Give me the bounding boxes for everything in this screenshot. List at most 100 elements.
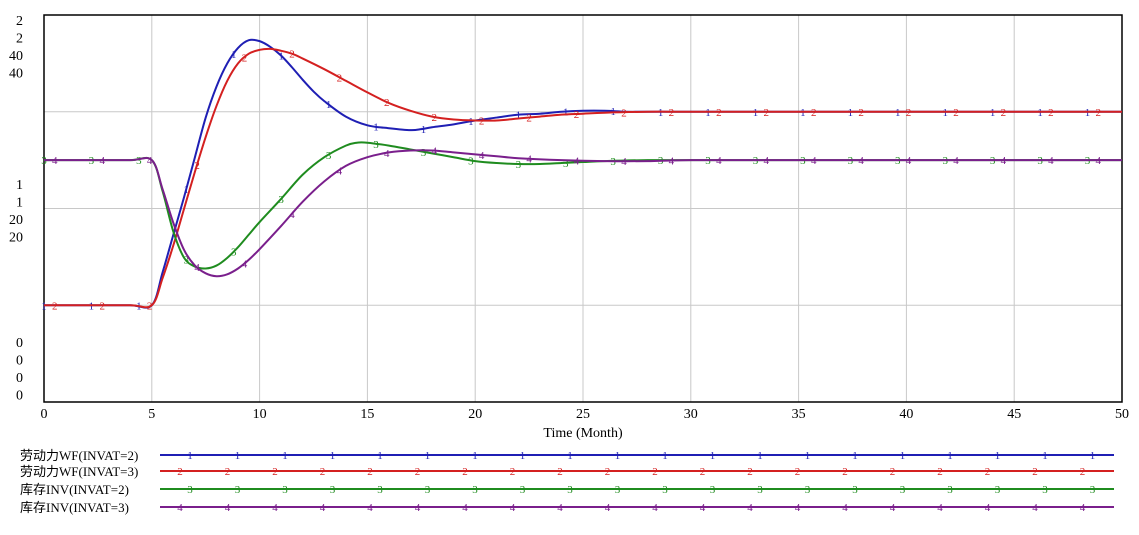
series-marker: 2: [1048, 107, 1054, 119]
legend-marker: 3: [852, 484, 858, 496]
x-tick-label: 10: [253, 407, 267, 422]
legend-marker: 2: [225, 466, 231, 478]
legend-marker: 1: [947, 450, 953, 462]
series-marker: 2: [479, 115, 485, 127]
legend-marker: 4: [605, 502, 611, 514]
legend-marker: 4: [937, 502, 943, 514]
series-marker: 2: [858, 107, 864, 119]
legend-marker: 1: [900, 450, 906, 462]
legend-marker: 2: [605, 466, 611, 478]
series-marker: 4: [764, 155, 770, 167]
legend-marker: 2: [1080, 466, 1086, 478]
series-marker: 2: [526, 113, 532, 125]
legend-marker: 3: [1090, 484, 1096, 496]
series-marker: 2: [337, 72, 343, 84]
y-axis-label: 2: [16, 32, 23, 47]
series-marker: 2: [1096, 107, 1102, 119]
series-marker: 4: [906, 155, 912, 167]
x-tick-label: 15: [360, 407, 374, 422]
series-marker: 4: [716, 155, 722, 167]
legend-marker: 4: [225, 502, 231, 514]
legend-marker: 4: [1080, 502, 1086, 514]
series-marker: 2: [669, 107, 675, 119]
legend-marker: 2: [320, 466, 326, 478]
x-tick-label: 40: [899, 407, 913, 422]
x-axis-ticks: 0 5 10 15 20 25 30 35 40 45 50: [41, 407, 1130, 422]
series-marker: 1: [326, 99, 332, 111]
legend-marker: 3: [1042, 484, 1048, 496]
y-axis-label: 20: [9, 231, 23, 246]
y-axis-label: 0: [16, 371, 23, 386]
legend-marker: 1: [852, 450, 858, 462]
legend-marker: 2: [890, 466, 896, 478]
legend-marker: 1: [1090, 450, 1096, 462]
legend-marker: 2: [700, 466, 706, 478]
legend-marker: 4: [272, 502, 278, 514]
legend-marker: 4: [700, 502, 706, 514]
series-marker: 3: [753, 155, 759, 167]
y-axis-label: 40: [9, 49, 23, 64]
series-marker: 2: [289, 49, 295, 61]
x-axis-title: Time (Month): [543, 426, 623, 441]
legend-marker: 4: [415, 502, 421, 514]
series-marker: 1: [184, 184, 190, 196]
series-marker: 3: [136, 155, 142, 167]
series-marker: 1: [468, 116, 474, 128]
legend-marker: 2: [985, 466, 991, 478]
legend-marker: 4: [320, 502, 326, 514]
series-marker: 3: [468, 155, 474, 167]
series-line: [44, 149, 1122, 278]
series-marker: 1: [421, 124, 427, 136]
legend-marker: 1: [330, 450, 336, 462]
y-axis-label: 1: [16, 196, 23, 211]
series-marker: 4: [1096, 155, 1102, 167]
series-marker: 2: [431, 112, 437, 124]
series-marker: 2: [621, 107, 627, 119]
legend-marker: 4: [1032, 502, 1038, 514]
legend-marker: 1: [187, 450, 193, 462]
legend-marker: 3: [900, 484, 906, 496]
series-marker: 4: [384, 148, 390, 160]
grid: [44, 15, 1122, 402]
legend-marker: 1: [662, 450, 668, 462]
series-marker: 3: [231, 246, 237, 258]
legend-marker: 2: [557, 466, 563, 478]
legend-marker: 3: [567, 484, 573, 496]
series-marker: 2: [953, 107, 959, 119]
series-marker: 3: [373, 139, 379, 151]
series-marker: 4: [574, 155, 580, 167]
series-marker: 1: [563, 107, 569, 119]
y-axis-label: 40: [9, 67, 23, 82]
legend-marker: 2: [795, 466, 801, 478]
series-marker: 4: [242, 258, 248, 270]
legend-label: 库存INV(INVAT=3): [20, 500, 129, 515]
legend-marker: 2: [747, 466, 753, 478]
legend-marker: 4: [795, 502, 801, 514]
series-marker: 3: [326, 150, 332, 162]
legend-marker: 3: [377, 484, 383, 496]
legend: 劳动力WF(INVAT=2) 1 1 1 1 1 1 1 1 1 1 1 1 1 1 1 1 1 1 1 1 劳动力WF(…: [20, 448, 1114, 515]
legend-marker: 2: [842, 466, 848, 478]
y-axis-labels: 2 2 40 40 1 1 20 20 0 0 0 0: [9, 14, 23, 404]
legend-marker: 3: [947, 484, 953, 496]
legend-marker: 3: [330, 484, 336, 496]
legend-marker: 2: [367, 466, 373, 478]
legend-marker: 4: [367, 502, 373, 514]
legend-marker: 4: [985, 502, 991, 514]
series-marker: 1: [278, 51, 284, 63]
legend-marker: 2: [415, 466, 421, 478]
legend-label: 劳动力WF(INVAT=2): [20, 448, 138, 463]
series-marker: 2: [574, 109, 580, 121]
legend-marker: 3: [282, 484, 288, 496]
legend-marker: 1: [805, 450, 811, 462]
series-marker: 1: [231, 49, 237, 61]
series-marker: 4: [811, 155, 817, 167]
series-marker: 4: [99, 155, 105, 167]
legend-marker: 1: [235, 450, 241, 462]
x-tick-label: 50: [1115, 407, 1129, 422]
legend-marker: 1: [757, 450, 763, 462]
legend-label: 库存INV(INVAT=2): [20, 482, 129, 497]
series-marker: 4: [1001, 155, 1007, 167]
series-marker: 2: [764, 107, 770, 119]
series-marker: 4: [858, 155, 864, 167]
